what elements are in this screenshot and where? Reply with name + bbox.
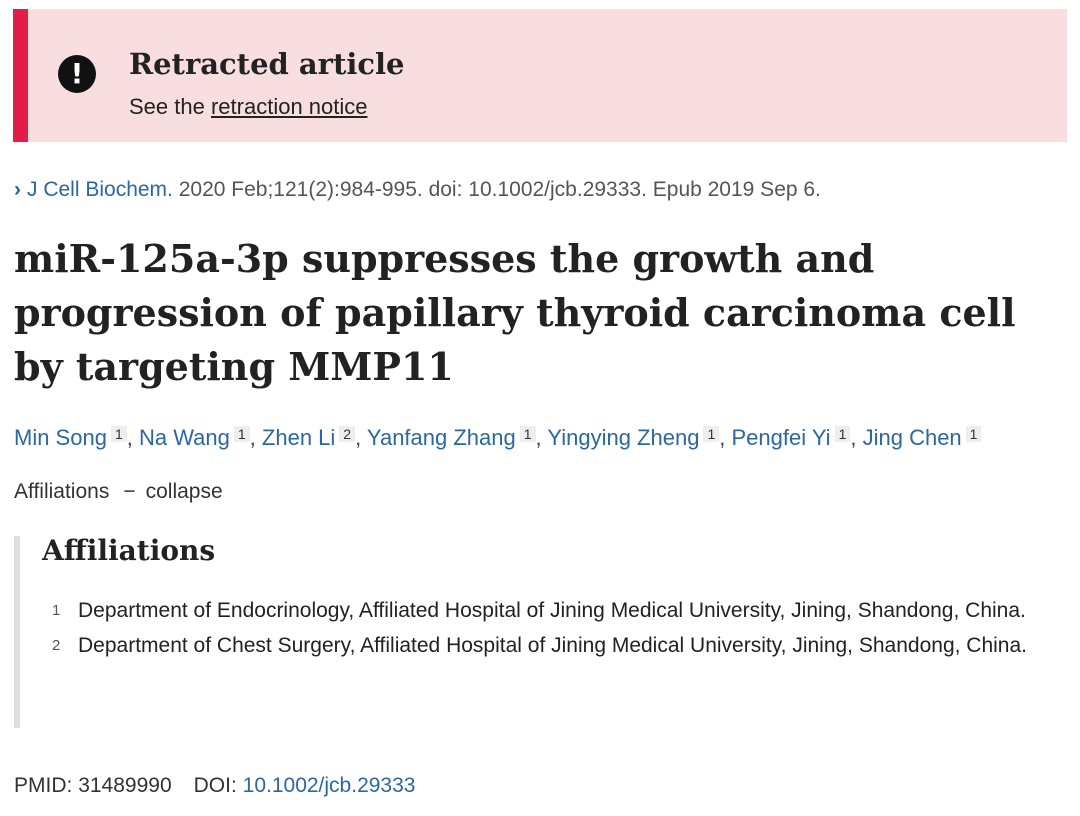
retraction-notice-link[interactable]: retraction notice [210,94,368,119]
author-affiliation-ref[interactable]: 1 [233,426,250,442]
author-affiliation-ref[interactable]: 1 [834,426,851,442]
author-link[interactable]: Na Wang [138,425,230,450]
author-affiliation-ref[interactable]: 1 [703,426,720,442]
retraction-title: Retracted article [129,47,405,81]
author-affiliation-ref[interactable]: 2 [339,426,356,442]
author-link[interactable]: Zhen Li [261,425,336,450]
author-link[interactable]: Pengfei Yi [731,425,831,450]
affiliation-text: Department of Chest Surgery, Affiliated … [78,634,1027,657]
journal-link[interactable]: J Cell Biochem. [27,178,173,201]
pmid-value: 31489990 [78,774,172,797]
author-link[interactable]: Jing Chen [862,425,962,450]
pmid-label: PMID: [14,774,73,797]
affiliation-number: 1 [52,602,61,619]
author-affiliation-ref[interactable]: 1 [965,426,982,442]
affiliations-toggle-action: collapse [145,480,223,503]
exclamation-circle-icon: ! [58,55,96,93]
chevron-right-icon[interactable]: › [14,178,21,201]
minus-icon: − [123,480,136,503]
author-link[interactable]: Min Song [14,425,107,450]
author-list: Min Song 1, Na Wang 1, Zhen Li 2, Yanfang Z… [14,425,982,451]
author-affiliation-ref[interactable]: 1 [519,426,536,442]
affiliation-text: Department of Endocrinology, Affiliated … [78,599,1026,622]
citation-line: › J Cell Biochem. 2020 Feb;121(2):984-995… [14,178,821,202]
author-link[interactable]: Yingying Zheng [547,425,700,450]
author-affiliation-ref[interactable]: 1 [110,426,127,442]
affiliations-heading: Affiliations [42,534,216,567]
doi-label: DOI: [193,774,237,797]
affiliations-toggle[interactable]: Affiliations − collapse [14,480,223,504]
identifiers: PMID: 31489990 DOI: 10.1002/jcb.29333 [14,774,415,798]
author-link[interactable]: Yanfang Zhang [366,425,516,450]
affiliation-item: 2 Department of Chest Surgery, Affiliate… [52,628,1062,663]
article-title: miR-125a-3p suppresses the growth and pr… [14,236,1016,389]
citation-details: 2020 Feb;121(2):984-995. doi: 10.1002/jc… [172,178,821,201]
affiliation-item: 1 Department of Endocrinology, Affiliate… [52,593,1062,628]
retraction-notice: See the retraction notice [129,94,368,120]
affiliations-toggle-label: Affiliations [14,480,110,503]
doi-link[interactable]: 10.1002/jcb.29333 [242,774,416,797]
retraction-banner: ! Retracted article See the retraction n… [13,9,1067,142]
affiliations-panel: Affiliations 1 Department of Endocrinolo… [14,534,1074,728]
affiliations-list: 1 Department of Endocrinology, Affiliate… [52,593,1062,663]
affiliation-number: 2 [52,637,61,654]
retraction-notice-prefix: See the [129,94,205,119]
